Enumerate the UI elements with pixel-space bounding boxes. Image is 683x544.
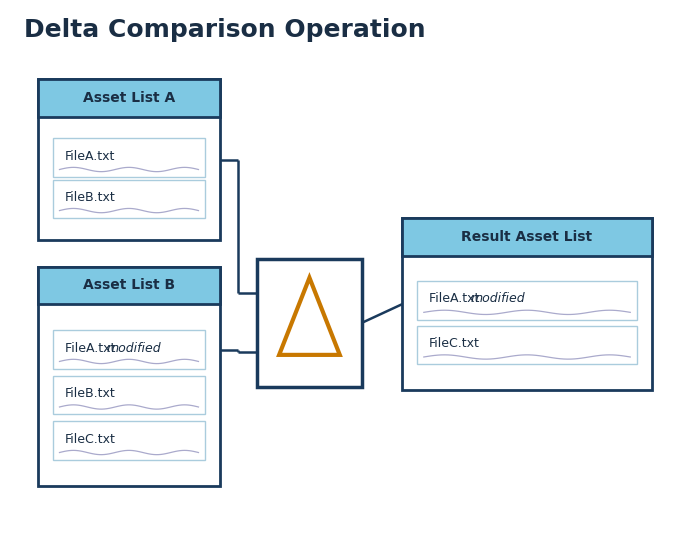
Bar [38,267,220,486]
Bar [402,219,652,390]
Text: FileC.txt: FileC.txt [65,432,115,446]
Text: Result Asset List: Result Asset List [462,230,593,244]
Text: FileC.txt: FileC.txt [429,337,480,350]
Bar [38,79,220,116]
Text: FileA.txt: FileA.txt [65,342,120,355]
Text: Asset List A: Asset List A [83,91,175,105]
Bar [417,281,637,320]
Bar [53,138,205,177]
Bar [53,330,205,369]
Text: FileA.txt: FileA.txt [65,150,115,163]
Text: FileB.txt: FileB.txt [65,387,115,400]
Bar [402,219,652,256]
Text: FileB.txt: FileB.txt [65,191,115,203]
Bar [38,267,220,304]
Text: Delta Comparison Operation: Delta Comparison Operation [25,17,426,41]
Bar [257,258,362,387]
Text: FileA.txt: FileA.txt [429,293,484,306]
Bar [417,326,637,364]
Bar [38,79,220,240]
Bar [53,180,205,218]
Bar [53,422,205,460]
Text: modified: modified [471,293,526,306]
Bar [53,376,205,415]
Text: Asset List B: Asset List B [83,279,175,292]
Text: modified: modified [107,342,161,355]
